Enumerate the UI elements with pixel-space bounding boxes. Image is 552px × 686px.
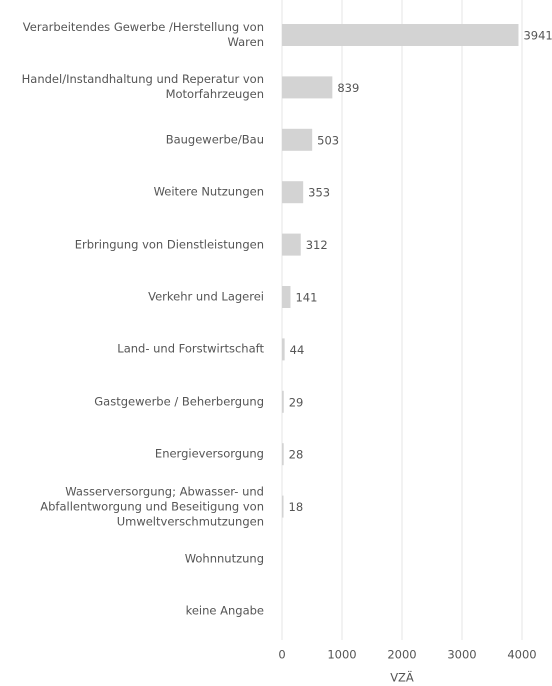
bar (282, 181, 304, 204)
y-tick-label: keine Angabe (185, 603, 264, 618)
bar (282, 76, 333, 99)
value-label: 3941 (523, 29, 552, 43)
bar (282, 286, 291, 308)
y-tick-label: Erbringung von Dienstleistungen (74, 237, 264, 252)
y-tick-label: Wasserversorgung; Abwasser- und Abfallen… (40, 484, 264, 529)
x-tick-label: 4000 (507, 648, 536, 662)
y-tick-label: Baugewerbe/Bau (165, 132, 264, 147)
value-label: 18 (289, 500, 304, 514)
value-label: 28 (289, 448, 304, 462)
y-tick-label: Weitere Nutzungen (153, 184, 264, 199)
x-tick-label: 0 (278, 648, 285, 662)
value-label: 503 (317, 133, 339, 147)
value-label: 839 (337, 81, 359, 95)
x-tick-label: 1000 (327, 648, 356, 662)
bar (282, 338, 285, 361)
value-label: 312 (306, 238, 328, 252)
y-tick-label: Land- und Forstwirtschaft (117, 341, 264, 356)
bar (282, 24, 519, 46)
value-label: 353 (308, 186, 330, 200)
value-label: 141 (295, 291, 317, 305)
bar (282, 128, 313, 151)
y-tick-label: Verkehr und Lagerei (148, 289, 264, 304)
bar (282, 495, 284, 518)
y-tick-label: Energieversorgung (154, 446, 264, 461)
y-tick-label: Verarbeitendes Gewerbe /Herstellung von … (22, 20, 264, 49)
x-tick-label: 3000 (447, 648, 476, 662)
x-axis-label: VZÄ (390, 670, 414, 685)
bar (282, 233, 301, 256)
bar (282, 390, 284, 413)
y-tick-label: Wohnnutzung (184, 551, 264, 566)
x-tick-label: 2000 (387, 648, 416, 662)
y-tick-label: Handel/Instandhaltung und Reperatur von … (21, 72, 264, 102)
y-tick-label: Gastgewerbe / Beherbergung (94, 394, 264, 409)
value-label: 44 (290, 343, 305, 357)
bar (282, 443, 284, 466)
value-label: 29 (289, 395, 304, 409)
